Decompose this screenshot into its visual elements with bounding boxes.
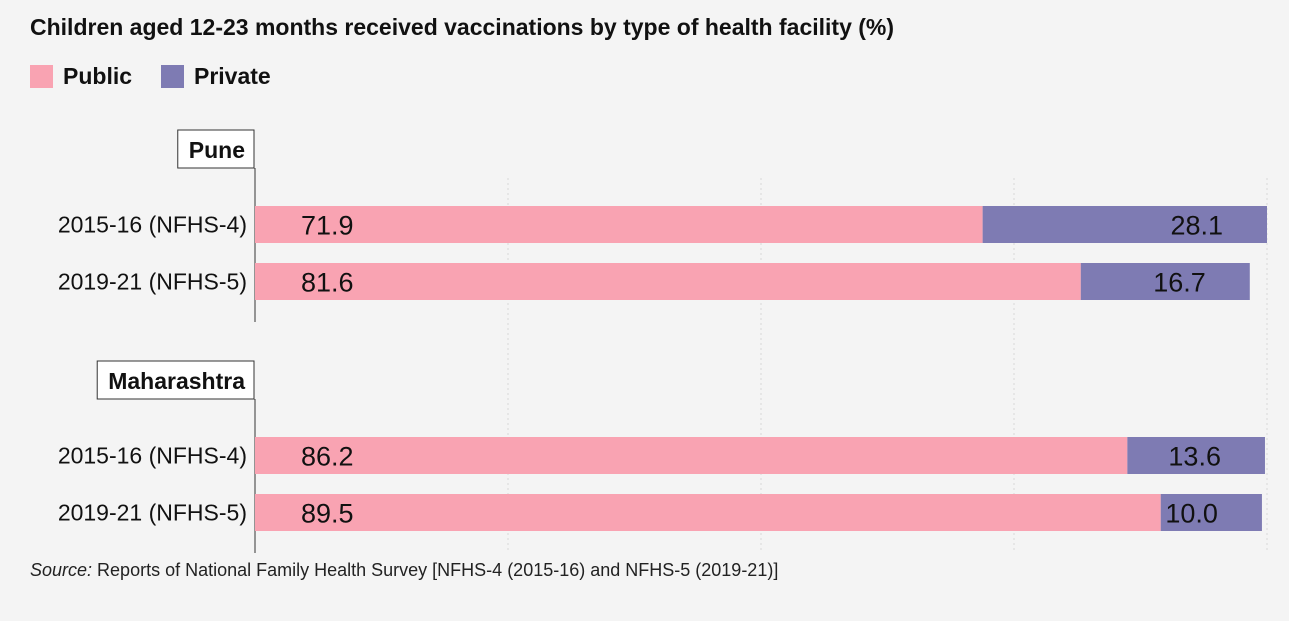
data-label-public: 71.9 bbox=[301, 211, 354, 241]
source-prefix: Source: bbox=[30, 560, 93, 580]
legend-swatch-public bbox=[30, 65, 53, 88]
data-label-private: 28.1 bbox=[1170, 211, 1223, 241]
legend-label-private: Private bbox=[194, 63, 271, 89]
data-label-private: 13.6 bbox=[1168, 442, 1221, 472]
bar-public bbox=[255, 263, 1081, 300]
bar-public bbox=[255, 494, 1161, 531]
group-label-box-maharashtra bbox=[96, 360, 255, 400]
data-label-private: 10.0 bbox=[1165, 499, 1218, 529]
data-label-public: 81.6 bbox=[301, 268, 354, 298]
data-label-public: 86.2 bbox=[301, 442, 354, 472]
bar-private bbox=[982, 206, 1267, 243]
source-text: Reports of National Family Health Survey… bbox=[92, 560, 779, 580]
stacked-bar-chart: Pune 2015-16 (NFHS-4) 71.9 28.1 2019-21 (NFH… bbox=[58, 129, 1268, 553]
chart-title: Children aged 12-23 months received vacc… bbox=[30, 14, 895, 40]
source-note: Source: Reports of National Family Healt… bbox=[30, 560, 778, 581]
bar-public bbox=[255, 206, 983, 243]
group-label-box-pune bbox=[177, 129, 255, 169]
bar-private bbox=[1127, 437, 1265, 474]
category-label: 2015-16 (NFHS-4) bbox=[58, 212, 247, 238]
bar-private bbox=[1080, 263, 1250, 300]
legend-label-public: Public bbox=[63, 63, 133, 89]
legend-swatch-private bbox=[161, 65, 184, 88]
group-label-pune: Pune bbox=[189, 137, 245, 163]
bar-private bbox=[1160, 494, 1262, 531]
bar-public bbox=[255, 437, 1128, 474]
category-label: 2019-21 (NFHS-5) bbox=[58, 500, 247, 526]
category-label: 2019-21 (NFHS-5) bbox=[58, 269, 247, 295]
data-label-public: 89.5 bbox=[301, 499, 354, 529]
group-label-maharashtra: Maharashtra bbox=[108, 368, 245, 394]
legend-item-private: Private bbox=[161, 63, 271, 90]
data-label-private: 16.7 bbox=[1153, 268, 1206, 298]
legend-item-public: Public bbox=[30, 63, 132, 90]
category-label: 2015-16 (NFHS-4) bbox=[58, 443, 247, 469]
